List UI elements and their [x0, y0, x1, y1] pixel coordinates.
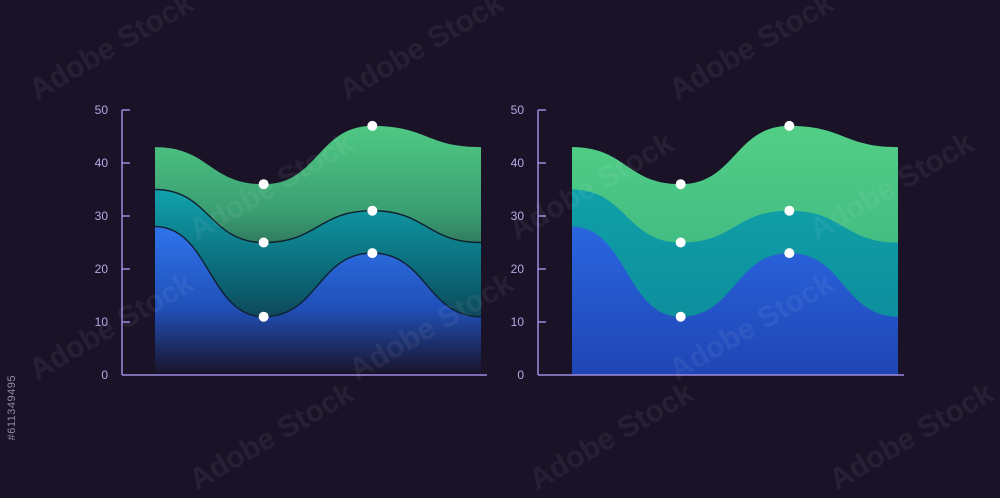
data-point-marker [367, 248, 378, 259]
y-tick-label: 50 [511, 103, 525, 117]
y-tick-label: 30 [95, 209, 109, 223]
data-point-marker [675, 311, 686, 322]
data-point-marker [675, 237, 686, 248]
y-tick-label: 30 [511, 209, 525, 223]
data-point-marker [784, 205, 795, 216]
y-tick-label: 40 [95, 156, 109, 170]
y-tick-label: 20 [95, 262, 109, 276]
y-tick-label: 0 [101, 368, 108, 382]
stock-id-label: #611349495 [6, 375, 18, 441]
data-point-marker [258, 237, 269, 248]
area-series-2 [572, 226, 898, 375]
data-point-marker [258, 311, 269, 322]
y-tick-label: 10 [95, 315, 109, 329]
data-point-marker [784, 120, 795, 131]
chart-left: 0 10 20 30 40 50 [95, 103, 487, 382]
chart-right: 0 10 20 30 40 50 [511, 103, 904, 382]
y-tick-label: 20 [511, 262, 525, 276]
charts-canvas: 0 10 20 30 40 50 0 10 20 30 40 50 [95, 103, 904, 382]
y-tick-label: 40 [511, 156, 525, 170]
data-point-marker [675, 179, 686, 190]
data-point-marker [258, 179, 269, 190]
area-outline-2 [154, 225, 482, 318]
y-tick-label: 50 [95, 103, 109, 117]
y-tick-label: 0 [517, 368, 524, 382]
data-point-marker [367, 120, 378, 131]
data-point-marker [784, 248, 795, 259]
area-series-2 [155, 226, 481, 375]
data-point-marker [367, 205, 378, 216]
area-outline-1 [154, 188, 482, 244]
y-tick-label: 10 [511, 315, 525, 329]
